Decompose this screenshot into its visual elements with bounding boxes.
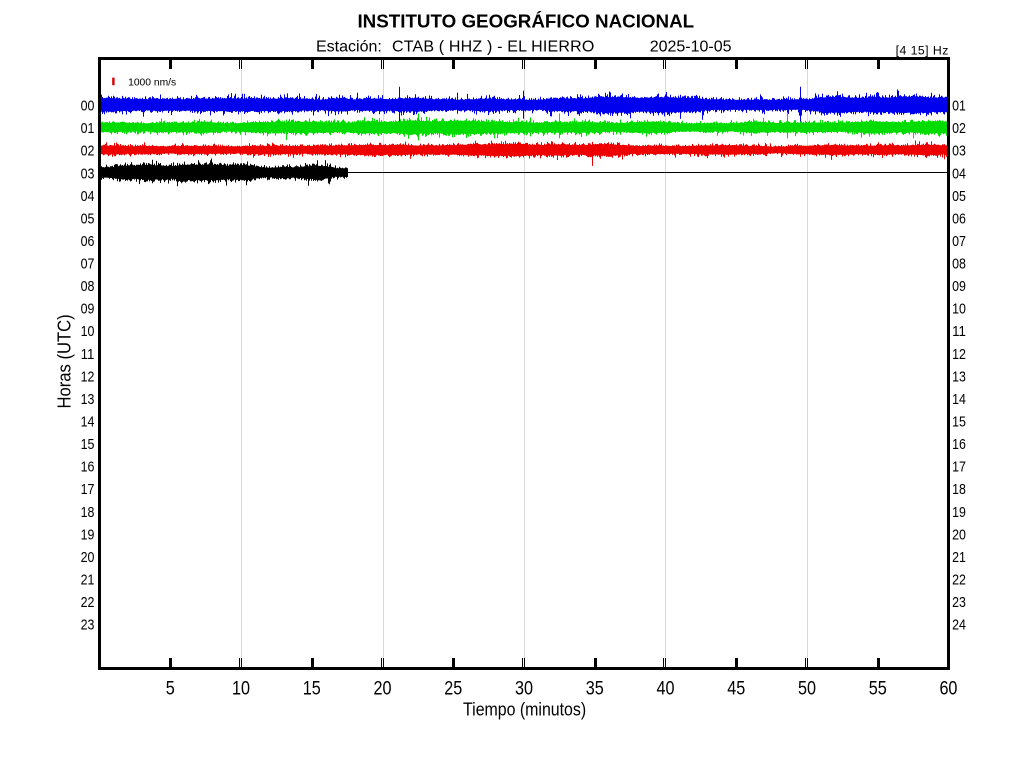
svg-text:23: 23 (952, 595, 966, 611)
svg-text:05: 05 (81, 211, 95, 227)
svg-text:08: 08 (81, 279, 95, 295)
svg-text:16: 16 (952, 437, 966, 453)
svg-text:16: 16 (81, 460, 95, 476)
svg-text:40: 40 (656, 677, 674, 699)
svg-text:18: 18 (81, 505, 95, 521)
svg-text:07: 07 (81, 257, 95, 273)
svg-text:04: 04 (952, 166, 966, 182)
svg-text:22: 22 (952, 573, 966, 589)
svg-text:2025-10-05: 2025-10-05 (650, 39, 732, 56)
svg-text:08: 08 (952, 257, 966, 273)
svg-text:19: 19 (952, 505, 966, 521)
svg-text:24: 24 (952, 618, 966, 634)
svg-text:Tiempo (minutos): Tiempo (minutos) (463, 700, 586, 721)
svg-text:55: 55 (869, 677, 887, 699)
svg-text:11: 11 (952, 324, 966, 340)
svg-text:03: 03 (952, 144, 966, 160)
svg-text:20: 20 (952, 527, 966, 543)
svg-text:15: 15 (81, 437, 95, 453)
svg-text:01: 01 (81, 121, 95, 137)
svg-text:5: 5 (166, 677, 175, 699)
svg-text:50: 50 (798, 677, 816, 699)
svg-text:20: 20 (374, 677, 392, 699)
svg-text:21: 21 (81, 573, 95, 589)
svg-text:05: 05 (952, 189, 966, 205)
svg-text:14: 14 (81, 415, 95, 431)
svg-text:06: 06 (81, 234, 95, 250)
svg-text:20: 20 (81, 550, 95, 566)
svg-text:04: 04 (81, 189, 95, 205)
svg-text:1000 nm/s: 1000 nm/s (128, 78, 176, 89)
svg-text:06: 06 (952, 211, 966, 227)
svg-text:23: 23 (81, 618, 95, 634)
svg-text:21: 21 (952, 550, 966, 566)
svg-text:13: 13 (952, 369, 966, 385)
svg-text:01: 01 (952, 99, 966, 115)
svg-text:60: 60 (939, 677, 957, 699)
svg-text:10: 10 (232, 677, 250, 699)
svg-text:35: 35 (586, 677, 604, 699)
svg-text:02: 02 (952, 121, 966, 137)
svg-text:Horas (UTC): Horas (UTC) (55, 314, 76, 408)
svg-text:10: 10 (952, 302, 966, 318)
svg-text:09: 09 (952, 279, 966, 295)
svg-text:45: 45 (727, 677, 745, 699)
svg-text:22: 22 (81, 595, 95, 611)
svg-text:Estación:: Estación: (316, 39, 382, 56)
svg-text:CTAB ( HHZ ) - EL HIERRO: CTAB ( HHZ ) - EL HIERRO (392, 39, 594, 56)
svg-text:[4 15] Hz: [4 15] Hz (896, 44, 949, 58)
svg-text:02: 02 (81, 144, 95, 160)
svg-text:14: 14 (952, 392, 966, 408)
svg-text:15: 15 (952, 415, 966, 431)
svg-text:00: 00 (81, 99, 95, 115)
svg-text:25: 25 (444, 677, 462, 699)
svg-text:18: 18 (952, 482, 966, 498)
svg-text:17: 17 (81, 482, 95, 498)
svg-text:30: 30 (515, 677, 533, 699)
svg-text:13: 13 (81, 392, 95, 408)
svg-text:INSTITUTO GEOGRÁFICO NACIONAL: INSTITUTO GEOGRÁFICO NACIONAL (357, 10, 694, 31)
svg-text:12: 12 (81, 369, 95, 385)
svg-text:12: 12 (952, 347, 966, 363)
svg-text:19: 19 (81, 527, 95, 543)
svg-text:03: 03 (81, 166, 95, 182)
svg-text:09: 09 (81, 302, 95, 318)
svg-text:15: 15 (303, 677, 321, 699)
svg-text:17: 17 (952, 460, 966, 476)
svg-text:10: 10 (81, 324, 95, 340)
svg-text:07: 07 (952, 234, 966, 250)
svg-text:11: 11 (81, 347, 95, 363)
